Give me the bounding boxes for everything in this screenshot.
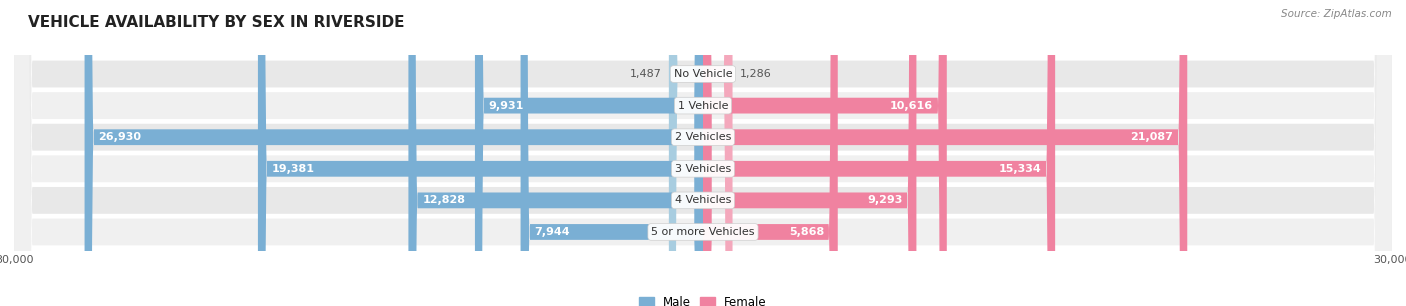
FancyBboxPatch shape — [669, 0, 703, 306]
Text: 12,828: 12,828 — [422, 195, 465, 205]
Text: 19,381: 19,381 — [271, 164, 315, 174]
FancyBboxPatch shape — [703, 0, 733, 306]
Text: 5 or more Vehicles: 5 or more Vehicles — [651, 227, 755, 237]
Text: 5,868: 5,868 — [789, 227, 824, 237]
FancyBboxPatch shape — [14, 0, 1392, 306]
Text: 15,334: 15,334 — [998, 164, 1042, 174]
FancyBboxPatch shape — [14, 0, 1392, 306]
FancyBboxPatch shape — [520, 0, 703, 306]
Text: 3 Vehicles: 3 Vehicles — [675, 164, 731, 174]
Text: 7,944: 7,944 — [534, 227, 569, 237]
Text: 1,286: 1,286 — [740, 69, 770, 79]
FancyBboxPatch shape — [703, 0, 1054, 306]
Text: 1 Vehicle: 1 Vehicle — [678, 101, 728, 111]
FancyBboxPatch shape — [703, 0, 1187, 306]
Text: 21,087: 21,087 — [1130, 132, 1174, 142]
FancyBboxPatch shape — [14, 0, 1392, 306]
FancyBboxPatch shape — [14, 0, 1392, 306]
Text: 1,487: 1,487 — [630, 69, 662, 79]
FancyBboxPatch shape — [14, 0, 1392, 306]
FancyBboxPatch shape — [14, 0, 1392, 306]
Text: 9,931: 9,931 — [489, 101, 524, 111]
Text: VEHICLE AVAILABILITY BY SEX IN RIVERSIDE: VEHICLE AVAILABILITY BY SEX IN RIVERSIDE — [28, 15, 405, 30]
FancyBboxPatch shape — [257, 0, 703, 306]
Text: Source: ZipAtlas.com: Source: ZipAtlas.com — [1281, 9, 1392, 19]
Text: No Vehicle: No Vehicle — [673, 69, 733, 79]
FancyBboxPatch shape — [408, 0, 703, 306]
FancyBboxPatch shape — [703, 0, 946, 306]
Text: 26,930: 26,930 — [98, 132, 142, 142]
FancyBboxPatch shape — [84, 0, 703, 306]
Text: 9,293: 9,293 — [868, 195, 903, 205]
FancyBboxPatch shape — [703, 0, 838, 306]
Text: 2 Vehicles: 2 Vehicles — [675, 132, 731, 142]
Legend: Male, Female: Male, Female — [634, 291, 772, 306]
FancyBboxPatch shape — [703, 0, 917, 306]
Text: 10,616: 10,616 — [890, 101, 934, 111]
Text: 4 Vehicles: 4 Vehicles — [675, 195, 731, 205]
FancyBboxPatch shape — [475, 0, 703, 306]
